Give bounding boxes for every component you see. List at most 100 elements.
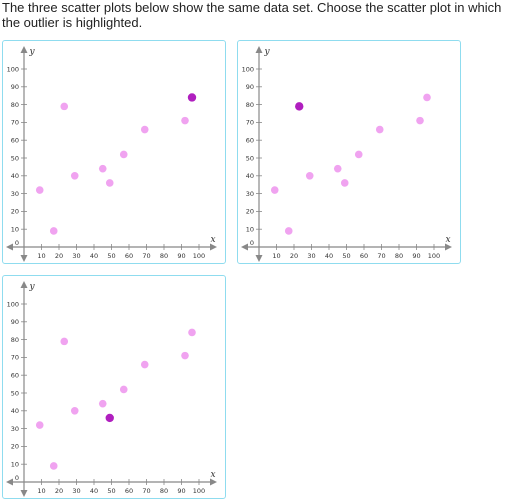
x-tick-label: 100 [193, 252, 205, 260]
x-axis-arrow [210, 478, 217, 486]
scatter-plot-choice-a[interactable]: x y 10 20 30 40 50 60 70 80 90 100 0 10 20 30 40 50 60 70 80… [2, 40, 226, 264]
y-axis-arrow [255, 255, 263, 262]
data-point [375, 125, 384, 134]
x-axis-title: x [445, 235, 450, 245]
y-tick-label: 60 [11, 372, 19, 380]
data-point [98, 399, 107, 408]
y-axis-arrow [20, 490, 28, 497]
data-point [60, 102, 69, 111]
y-tick-label: 90 [246, 83, 254, 91]
y-tick-label: 60 [246, 137, 254, 145]
x-tick-label: 30 [72, 487, 80, 495]
x-tick-label: 100 [193, 487, 205, 495]
data-point [49, 227, 58, 235]
y-tick-label: 20 [11, 208, 19, 216]
x-tick-label: 20 [55, 487, 63, 495]
y-tick-label: 50 [246, 154, 254, 162]
data-point [140, 360, 149, 369]
y-tick-label: 50 [11, 154, 19, 162]
x-tick-label: 50 [107, 252, 115, 260]
y-tick-label: 10 [11, 461, 19, 469]
y-tick-label: 50 [11, 389, 19, 397]
y-tick-label: 100 [242, 65, 254, 73]
y-tick-label: 70 [246, 119, 254, 127]
highlighted-data-point [187, 93, 197, 102]
x-tick-label: 60 [125, 252, 133, 260]
x-tick-label: 80 [160, 252, 168, 260]
y-tick-label: 60 [11, 137, 19, 145]
origin-label: 0 [15, 474, 19, 482]
x-axis-title: x [210, 470, 215, 480]
data-point [140, 125, 149, 134]
y-axis-arrow [255, 46, 263, 53]
y-axis-title: y [28, 282, 35, 292]
x-tick-label: 40 [90, 252, 98, 260]
data-point [423, 93, 431, 102]
x-axis-arrow [6, 243, 13, 251]
scatter-plot-choice-c[interactable]: x y 10 20 30 40 50 60 70 80 90 100 0 10 20 30 40 50 60 70 80… [2, 275, 226, 499]
x-tick-label: 100 [428, 252, 440, 260]
data-point [70, 407, 79, 415]
x-tick-label: 90 [412, 252, 420, 260]
x-axis-title: x [210, 235, 215, 245]
x-tick-label: 40 [90, 487, 98, 495]
y-axis-arrow [20, 281, 28, 288]
data-point [181, 351, 189, 360]
y-tick-label: 40 [11, 172, 19, 180]
highlighted-data-point [295, 102, 304, 111]
y-axis-title: y [28, 47, 35, 57]
y-tick-label: 10 [246, 226, 254, 234]
y-tick-label: 80 [11, 336, 19, 344]
x-tick-label: 80 [160, 487, 168, 495]
x-tick-label: 20 [290, 252, 298, 260]
x-tick-label: 90 [177, 487, 185, 495]
origin-label: 0 [15, 239, 19, 247]
y-axis-arrow [20, 46, 28, 53]
x-axis-arrow [241, 243, 248, 251]
origin-label: 0 [250, 239, 254, 247]
x-axis-arrow [6, 478, 13, 486]
y-tick-label: 70 [11, 354, 19, 362]
data-point [340, 179, 349, 187]
data-point [284, 227, 293, 235]
x-tick-label: 10 [37, 252, 45, 260]
scatter-plot: x y 10 20 30 40 50 60 70 80 90 100 0 10 20 30 40 50 60 70 80… [6, 46, 217, 262]
y-tick-label: 30 [246, 190, 254, 198]
data-point [181, 116, 189, 125]
y-tick-label: 80 [246, 101, 254, 109]
x-tick-label: 90 [177, 252, 185, 260]
data-point [35, 421, 44, 429]
y-tick-label: 100 [7, 65, 19, 73]
data-point [119, 385, 128, 394]
data-point [70, 172, 79, 180]
x-tick-label: 20 [55, 252, 63, 260]
scatter-plot: x y 10 20 30 40 50 60 70 80 90 100 0 10 20 30 40 50 60 70 80… [6, 281, 217, 497]
x-tick-label: 70 [377, 252, 385, 260]
y-tick-label: 40 [11, 407, 19, 415]
x-tick-label: 80 [395, 252, 403, 260]
y-tick-label: 40 [246, 172, 254, 180]
y-tick-label: 70 [11, 119, 19, 127]
y-tick-label: 80 [11, 101, 19, 109]
y-axis-title: y [263, 47, 270, 57]
x-tick-label: 30 [307, 252, 315, 260]
scatter-plot: x y 10 20 30 40 50 60 70 80 90 100 0 10 20 30 40 50 60 70 80… [241, 46, 452, 262]
y-axis-arrow [20, 255, 28, 262]
x-tick-label: 40 [325, 252, 333, 260]
x-tick-label: 50 [342, 252, 350, 260]
scatter-plot-choice-b[interactable]: x y 10 20 30 40 50 60 70 80 90 100 0 10 20 30 40 50 60 70 80… [237, 40, 461, 264]
y-tick-label: 30 [11, 425, 19, 433]
data-point [354, 150, 363, 159]
data-point [35, 186, 44, 194]
highlighted-data-point [105, 413, 114, 423]
y-tick-label: 20 [246, 208, 254, 216]
data-point [416, 116, 424, 125]
data-point [305, 172, 314, 180]
x-tick-label: 70 [142, 252, 150, 260]
x-tick-label: 10 [37, 487, 45, 495]
y-tick-label: 100 [7, 300, 19, 308]
y-tick-label: 20 [11, 443, 19, 451]
x-tick-label: 30 [72, 252, 80, 260]
x-tick-label: 50 [107, 487, 115, 495]
data-point [105, 179, 114, 187]
